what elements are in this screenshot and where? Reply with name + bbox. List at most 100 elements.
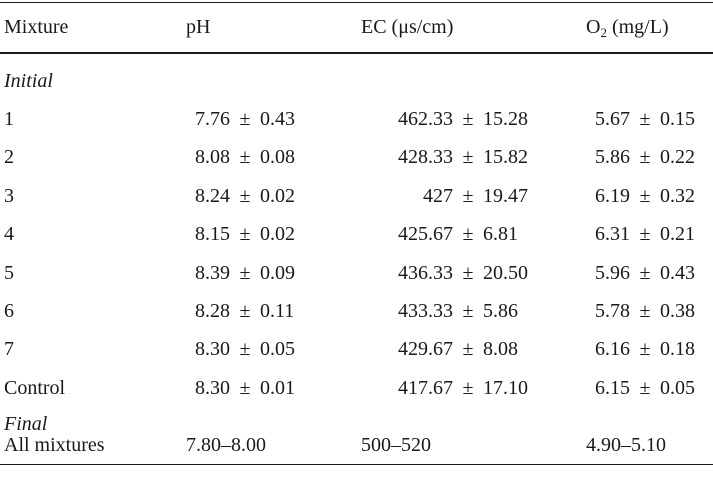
cell-ph: 8.08 ±0.08: [186, 138, 295, 176]
cell-ph-sd: 0.43: [260, 108, 295, 130]
cell-ph-sd: 0.08: [260, 146, 295, 169]
cell-o2-sd: 0.22: [660, 146, 695, 169]
cell-ec: 462.33 ±15.28: [361, 100, 528, 138]
cell-ph-mean: 8.24: [195, 184, 230, 207]
cell-o2: 5.67 ±0.15: [586, 100, 695, 138]
cell-ec: 436.33 ±20.50: [361, 254, 528, 292]
header-ec: EC (μs/cm): [361, 16, 454, 38]
cell-ec-mean: 427: [423, 184, 453, 207]
table-row: 1 7.76 ±0.43 462.33 ±15.28 5.67 ±0.15: [0, 100, 713, 138]
bottom-rule: [0, 464, 713, 465]
plus-minus-symbol: ±: [239, 261, 251, 284]
cell-mixture: 1: [4, 108, 14, 130]
cell-o2-sd: 0.32: [660, 184, 695, 207]
cell-o2-mean: 6.31: [595, 223, 630, 246]
table-row: 4 8.15 ±0.02 425.67 ±6.81 6.31 ±0.21: [0, 215, 713, 253]
cell-ph: 8.15 ±0.02: [186, 215, 295, 253]
cell-ph-sd: 0.05: [260, 338, 295, 361]
cell-o2-sd: 0.15: [660, 108, 695, 130]
header-o2-sub: 2: [600, 25, 607, 40]
table-row: 6 8.28 ±0.11 433.33 ±5.86 5.78 ±0.38: [0, 292, 713, 330]
cell-mixture: 2: [4, 146, 14, 169]
cell-ec-mean: 429.67: [398, 338, 453, 361]
plus-minus-symbol: ±: [462, 338, 474, 361]
cell-o2-mean: 6.19: [595, 184, 630, 207]
header-ph: pH: [186, 16, 211, 38]
cell-o2-mean: 5.86: [595, 146, 630, 169]
cell-ph: 8.39 ±0.09: [186, 254, 295, 292]
section-final-label: Final: [4, 413, 48, 435]
cell-ec-sd: 20.50: [483, 261, 528, 284]
cell-ph: 8.30 ±0.01: [186, 369, 295, 407]
header-o2-unit: (mg/L): [606, 16, 669, 38]
cell-mixture: Control: [4, 376, 66, 399]
plus-minus-symbol: ±: [239, 223, 251, 246]
plus-minus-symbol: ±: [639, 338, 651, 361]
cell-ec: 428.33 ±15.82: [361, 138, 528, 176]
cell-ph-sd: 0.01: [260, 376, 295, 399]
cell-o2: 5.96 ±0.43: [586, 254, 695, 292]
cell-o2: 6.16 ±0.18: [586, 330, 695, 368]
cell-ec-mean: 425.67: [398, 223, 453, 246]
cell-o2-sd: 0.18: [660, 338, 695, 361]
plus-minus-symbol: ±: [462, 261, 474, 284]
plus-minus-symbol: ±: [639, 376, 651, 399]
cell-o2: 5.78 ±0.38: [586, 292, 695, 330]
cell-mixture: 3: [4, 184, 14, 207]
cell-ph-sd: 0.09: [260, 261, 295, 284]
plus-minus-symbol: ±: [462, 223, 474, 246]
plus-minus-symbol: ±: [239, 338, 251, 361]
cell-ec: 417.67 ±17.10: [361, 369, 528, 407]
cell-o2-sd: 0.05: [660, 376, 695, 399]
table-row: 2 8.08 ±0.08 428.33 ±15.82 5.86 ±0.22: [0, 138, 713, 176]
plus-minus-symbol: ±: [462, 108, 474, 130]
cell-ec-sd: 19.47: [483, 184, 528, 207]
plus-minus-symbol: ±: [639, 108, 651, 130]
cell-ec-mean: 428.33: [398, 146, 453, 169]
plus-minus-symbol: ±: [639, 146, 651, 169]
cell-ec: 427 ±19.47: [361, 177, 528, 215]
cell-ec-sd: 15.82: [483, 146, 528, 169]
table-row: 7 8.30 ±0.05 429.67 ±8.08 6.16 ±0.18: [0, 330, 713, 368]
header-o2: O2 (mg/L): [586, 5, 669, 49]
top-rule: [0, 2, 713, 3]
cell-ec-sd: 17.10: [483, 376, 528, 399]
cell-ph-mean: 7.76: [195, 108, 230, 130]
plus-minus-symbol: ±: [462, 184, 474, 207]
table-row: 3 8.24 ±0.02 427 ±19.47 6.19 ±0.32: [0, 177, 713, 215]
cell-ec-mean: 436.33: [398, 261, 453, 284]
section-initial-label: Initial: [4, 70, 53, 92]
final-ph: 7.80–8.00: [186, 434, 266, 456]
plus-minus-symbol: ±: [639, 184, 651, 207]
cell-mixture: 4: [4, 223, 14, 246]
cell-ec-sd: 8.08: [483, 338, 518, 361]
cell-ph-mean: 8.39: [195, 261, 230, 284]
header-o2-main: O: [586, 16, 601, 38]
cell-o2-mean: 5.67: [595, 108, 630, 130]
cell-ph-mean: 8.08: [195, 146, 230, 169]
plus-minus-symbol: ±: [462, 300, 474, 322]
cell-ph-mean: 8.15: [195, 223, 230, 246]
plus-minus-symbol: ±: [462, 376, 474, 399]
cell-ec-sd: 5.86: [483, 300, 518, 322]
cell-o2-sd: 0.21: [660, 223, 695, 246]
plus-minus-symbol: ±: [239, 184, 251, 207]
cell-o2: 5.86 ±0.22: [586, 138, 695, 176]
cell-mixture: 6: [4, 300, 14, 322]
section-final: Final: [0, 405, 713, 443]
cell-ec-mean: 433.33: [398, 300, 453, 322]
plus-minus-symbol: ±: [239, 300, 251, 322]
table-row: 5 8.39 ±0.09 436.33 ±20.50 5.96 ±0.43: [0, 254, 713, 292]
header-mixture: Mixture: [4, 16, 69, 38]
cell-ph: 8.24 ±0.02: [186, 177, 295, 215]
cell-o2-mean: 5.78: [595, 300, 630, 322]
header-row: Mixture pH EC (μs/cm) O2 (mg/L): [0, 5, 713, 49]
cell-o2-mean: 5.96: [595, 261, 630, 284]
final-o2: 4.90–5.10: [586, 434, 666, 456]
cell-o2: 6.15 ±0.05: [586, 369, 695, 407]
cell-o2-sd: 0.38: [660, 300, 695, 322]
cell-o2-mean: 6.15: [595, 376, 630, 399]
cell-ec: 433.33 ±5.86: [361, 292, 518, 330]
cell-ph: 8.28 ±0.11: [186, 292, 294, 330]
